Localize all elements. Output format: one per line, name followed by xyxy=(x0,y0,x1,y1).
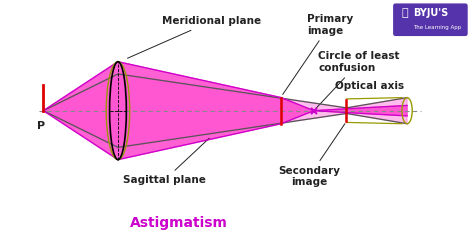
Text: The Learning App: The Learning App xyxy=(413,25,461,30)
Text: Primary
image: Primary image xyxy=(283,14,353,94)
Text: Secondary
image: Secondary image xyxy=(278,124,345,187)
Polygon shape xyxy=(43,74,407,147)
Polygon shape xyxy=(281,98,407,124)
Text: BYJU'S: BYJU'S xyxy=(413,8,448,18)
Text: Circle of least
confusion: Circle of least confusion xyxy=(316,51,400,109)
Text: P: P xyxy=(37,121,45,131)
Text: ⧉: ⧉ xyxy=(401,8,408,18)
Text: Optical axis: Optical axis xyxy=(335,81,404,91)
Polygon shape xyxy=(43,62,281,160)
Text: Sagittal plane: Sagittal plane xyxy=(123,138,209,185)
Text: Astigmatism: Astigmatism xyxy=(130,216,228,230)
Text: Meridional plane: Meridional plane xyxy=(128,16,261,58)
FancyBboxPatch shape xyxy=(393,3,468,36)
